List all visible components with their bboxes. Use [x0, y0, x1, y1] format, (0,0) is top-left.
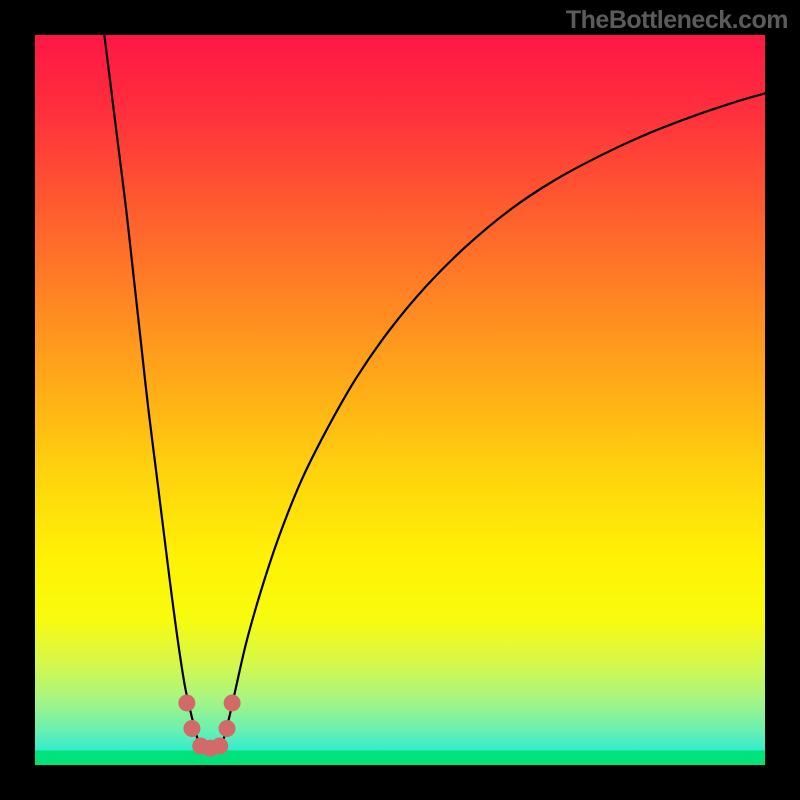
chart-container: TheBottleneck.com	[0, 0, 800, 800]
data-marker	[218, 720, 235, 737]
data-marker	[178, 694, 195, 711]
watermark-text: TheBottleneck.com	[566, 6, 788, 35]
data-marker	[224, 694, 241, 711]
data-marker	[211, 738, 228, 755]
green-band	[35, 750, 765, 765]
gradient-background	[35, 35, 765, 765]
plot-area	[35, 35, 765, 765]
data-marker	[183, 720, 200, 737]
plot-svg	[35, 35, 765, 765]
